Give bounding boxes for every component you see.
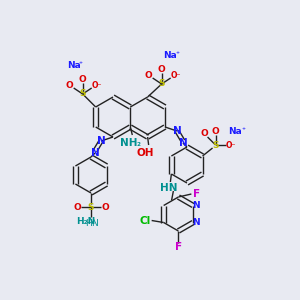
Text: N: N [192,218,200,227]
Text: O⁻: O⁻ [92,82,102,91]
Text: N: N [172,126,181,136]
Text: Na: Na [228,128,242,136]
Text: ₂: ₂ [136,140,140,148]
Text: S: S [88,202,94,211]
Text: O: O [212,128,219,136]
Text: N: N [91,218,98,227]
Text: HN: HN [160,183,177,193]
Text: S: S [80,89,86,98]
Text: Cl: Cl [139,215,150,226]
Text: O: O [145,71,152,80]
Text: O: O [73,202,81,211]
Text: O: O [66,82,74,91]
Text: H: H [85,218,92,227]
Text: O: O [79,76,87,85]
Text: O: O [201,130,208,139]
Text: O⁻: O⁻ [225,140,236,149]
Text: H₂N: H₂N [76,217,96,226]
Text: Na: Na [67,61,81,70]
Text: O⁻: O⁻ [170,71,181,80]
Text: ⁺: ⁺ [176,50,180,58]
Text: ⁺: ⁺ [242,125,245,134]
Text: N: N [178,138,187,148]
Text: S: S [158,80,165,88]
Text: NH: NH [120,138,137,148]
Text: ⁺: ⁺ [79,59,83,68]
Text: O: O [101,202,109,211]
Text: N: N [91,148,99,158]
Text: O: O [158,65,166,74]
Text: N: N [192,201,200,210]
Text: F: F [193,189,200,199]
Text: OH: OH [137,148,154,158]
Text: S: S [212,140,219,149]
Text: F: F [175,242,182,252]
Text: Na: Na [163,52,176,61]
Text: N: N [97,136,105,146]
